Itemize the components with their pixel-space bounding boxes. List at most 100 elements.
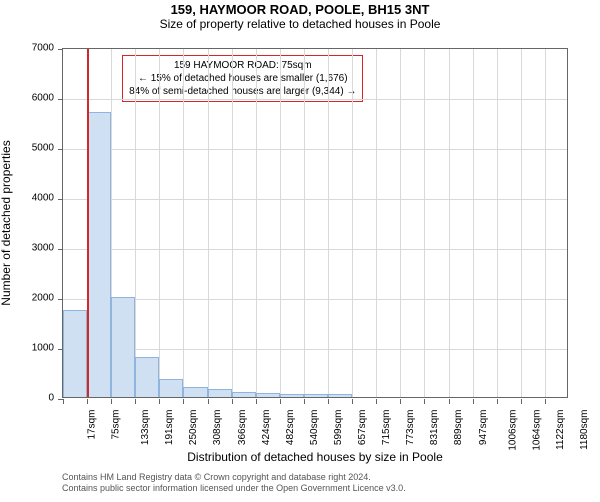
gridline-vertical: [545, 49, 546, 397]
footer-line-2: Contains public sector information licen…: [62, 483, 406, 494]
xtick-mark: [63, 399, 64, 404]
gridline-vertical: [304, 49, 305, 397]
xtick-label: 1006sqm: [507, 410, 518, 451]
xtick-mark: [497, 399, 498, 404]
xtick-mark: [400, 399, 401, 404]
page-title: 159, HAYMOOR ROAD, POOLE, BH15 3NT: [0, 2, 600, 17]
annotation-line-1: 159 HAYMOOR ROAD: 75sqm: [129, 59, 356, 72]
xtick-label: 1180sqm: [579, 410, 590, 450]
footer-attribution: Contains HM Land Registry data © Crown c…: [62, 472, 406, 495]
gridline-vertical: [424, 49, 425, 397]
gridline-horizontal: [63, 349, 567, 350]
ytick-label: 6000: [14, 93, 54, 104]
ytick-mark: [58, 49, 63, 50]
xtick-label: 773sqm: [405, 410, 416, 446]
xtick-label: 1122sqm: [555, 410, 566, 450]
gridline-vertical: [183, 49, 184, 397]
gridline-horizontal: [63, 199, 567, 200]
xtick-label: 889sqm: [454, 410, 465, 446]
xtick-mark: [424, 399, 425, 404]
xtick-label: 250sqm: [188, 410, 199, 446]
gridline-vertical: [135, 49, 136, 397]
gridline-vertical: [232, 49, 233, 397]
histogram-bar: [111, 297, 135, 397]
page-subtitle: Size of property relative to detached ho…: [0, 17, 600, 31]
gridline-vertical: [256, 49, 257, 397]
xtick-mark: [232, 399, 233, 404]
ytick-label: 5000: [14, 143, 54, 154]
gridline-vertical: [449, 49, 450, 397]
gridline-vertical: [521, 49, 522, 397]
ytick-mark: [58, 249, 63, 250]
xtick-mark: [545, 399, 546, 404]
xtick-label: 17sqm: [87, 410, 98, 440]
xtick-mark: [473, 399, 474, 404]
xtick-label: 540sqm: [309, 410, 320, 446]
xtick-mark: [256, 399, 257, 404]
gridline-vertical: [352, 49, 353, 397]
y-axis-label: Number of detached properties: [0, 48, 13, 398]
gridline-vertical: [159, 49, 160, 397]
ytick-label: 7000: [14, 43, 54, 54]
xtick-mark: [280, 399, 281, 404]
chart-plot-area: 159 HAYMOOR ROAD: 75sqm ← 15% of detache…: [62, 48, 568, 398]
xtick-mark: [449, 399, 450, 404]
xtick-label: 424sqm: [261, 410, 272, 446]
histogram-bar: [135, 357, 159, 397]
gridline-horizontal: [63, 99, 567, 100]
xtick-label: 657sqm: [357, 410, 368, 446]
gridline-horizontal: [63, 249, 567, 250]
ytick-label: 4000: [14, 193, 54, 204]
xtick-mark: [376, 399, 377, 404]
annotation-line-2: ← 15% of detached houses are smaller (1,…: [129, 72, 356, 85]
ytick-label: 2000: [14, 293, 54, 304]
histogram-bar: [159, 379, 183, 397]
xtick-label: 366sqm: [237, 410, 248, 446]
histogram-bar: [328, 394, 352, 397]
xtick-label: 191sqm: [164, 410, 175, 446]
histogram-bar: [256, 393, 280, 398]
xtick-mark: [135, 399, 136, 404]
histogram-bar: [208, 389, 232, 397]
xtick-label: 308sqm: [213, 410, 224, 446]
ytick-label: 0: [14, 393, 54, 404]
gridline-vertical: [328, 49, 329, 397]
xtick-label: 133sqm: [140, 410, 151, 446]
footer-line-1: Contains HM Land Registry data © Crown c…: [62, 472, 406, 483]
histogram-bar: [183, 387, 207, 398]
gridline-vertical: [473, 49, 474, 397]
gridline-vertical: [280, 49, 281, 397]
histogram-bar: [63, 310, 87, 398]
property-marker-line: [87, 49, 89, 397]
gridline-horizontal: [63, 149, 567, 150]
xtick-mark: [111, 399, 112, 404]
ytick-label: 3000: [14, 243, 54, 254]
xtick-mark: [183, 399, 184, 404]
xtick-mark: [352, 399, 353, 404]
xtick-mark: [304, 399, 305, 404]
gridline-vertical: [208, 49, 209, 397]
xtick-label: 831sqm: [429, 410, 440, 446]
xtick-mark: [208, 399, 209, 404]
xtick-label: 482sqm: [285, 410, 296, 446]
ytick-mark: [58, 149, 63, 150]
ytick-mark: [58, 299, 63, 300]
xtick-label: 599sqm: [333, 410, 344, 446]
gridline-vertical: [376, 49, 377, 397]
histogram-bar: [280, 394, 304, 398]
gridline-vertical: [497, 49, 498, 397]
annotation-line-3: 84% of semi-detached houses are larger (…: [129, 85, 356, 98]
xtick-mark: [521, 399, 522, 404]
xtick-label: 715sqm: [381, 410, 392, 446]
x-axis-label: Distribution of detached houses by size …: [62, 450, 568, 464]
xtick-mark: [159, 399, 160, 404]
xtick-label: 1064sqm: [531, 410, 542, 451]
gridline-horizontal: [63, 299, 567, 300]
ytick-mark: [58, 199, 63, 200]
gridline-vertical: [400, 49, 401, 397]
histogram-bar: [304, 394, 328, 397]
ytick-mark: [58, 99, 63, 100]
xtick-label: 947sqm: [478, 410, 489, 446]
xtick-mark: [87, 399, 88, 404]
histogram-bar: [232, 392, 256, 398]
